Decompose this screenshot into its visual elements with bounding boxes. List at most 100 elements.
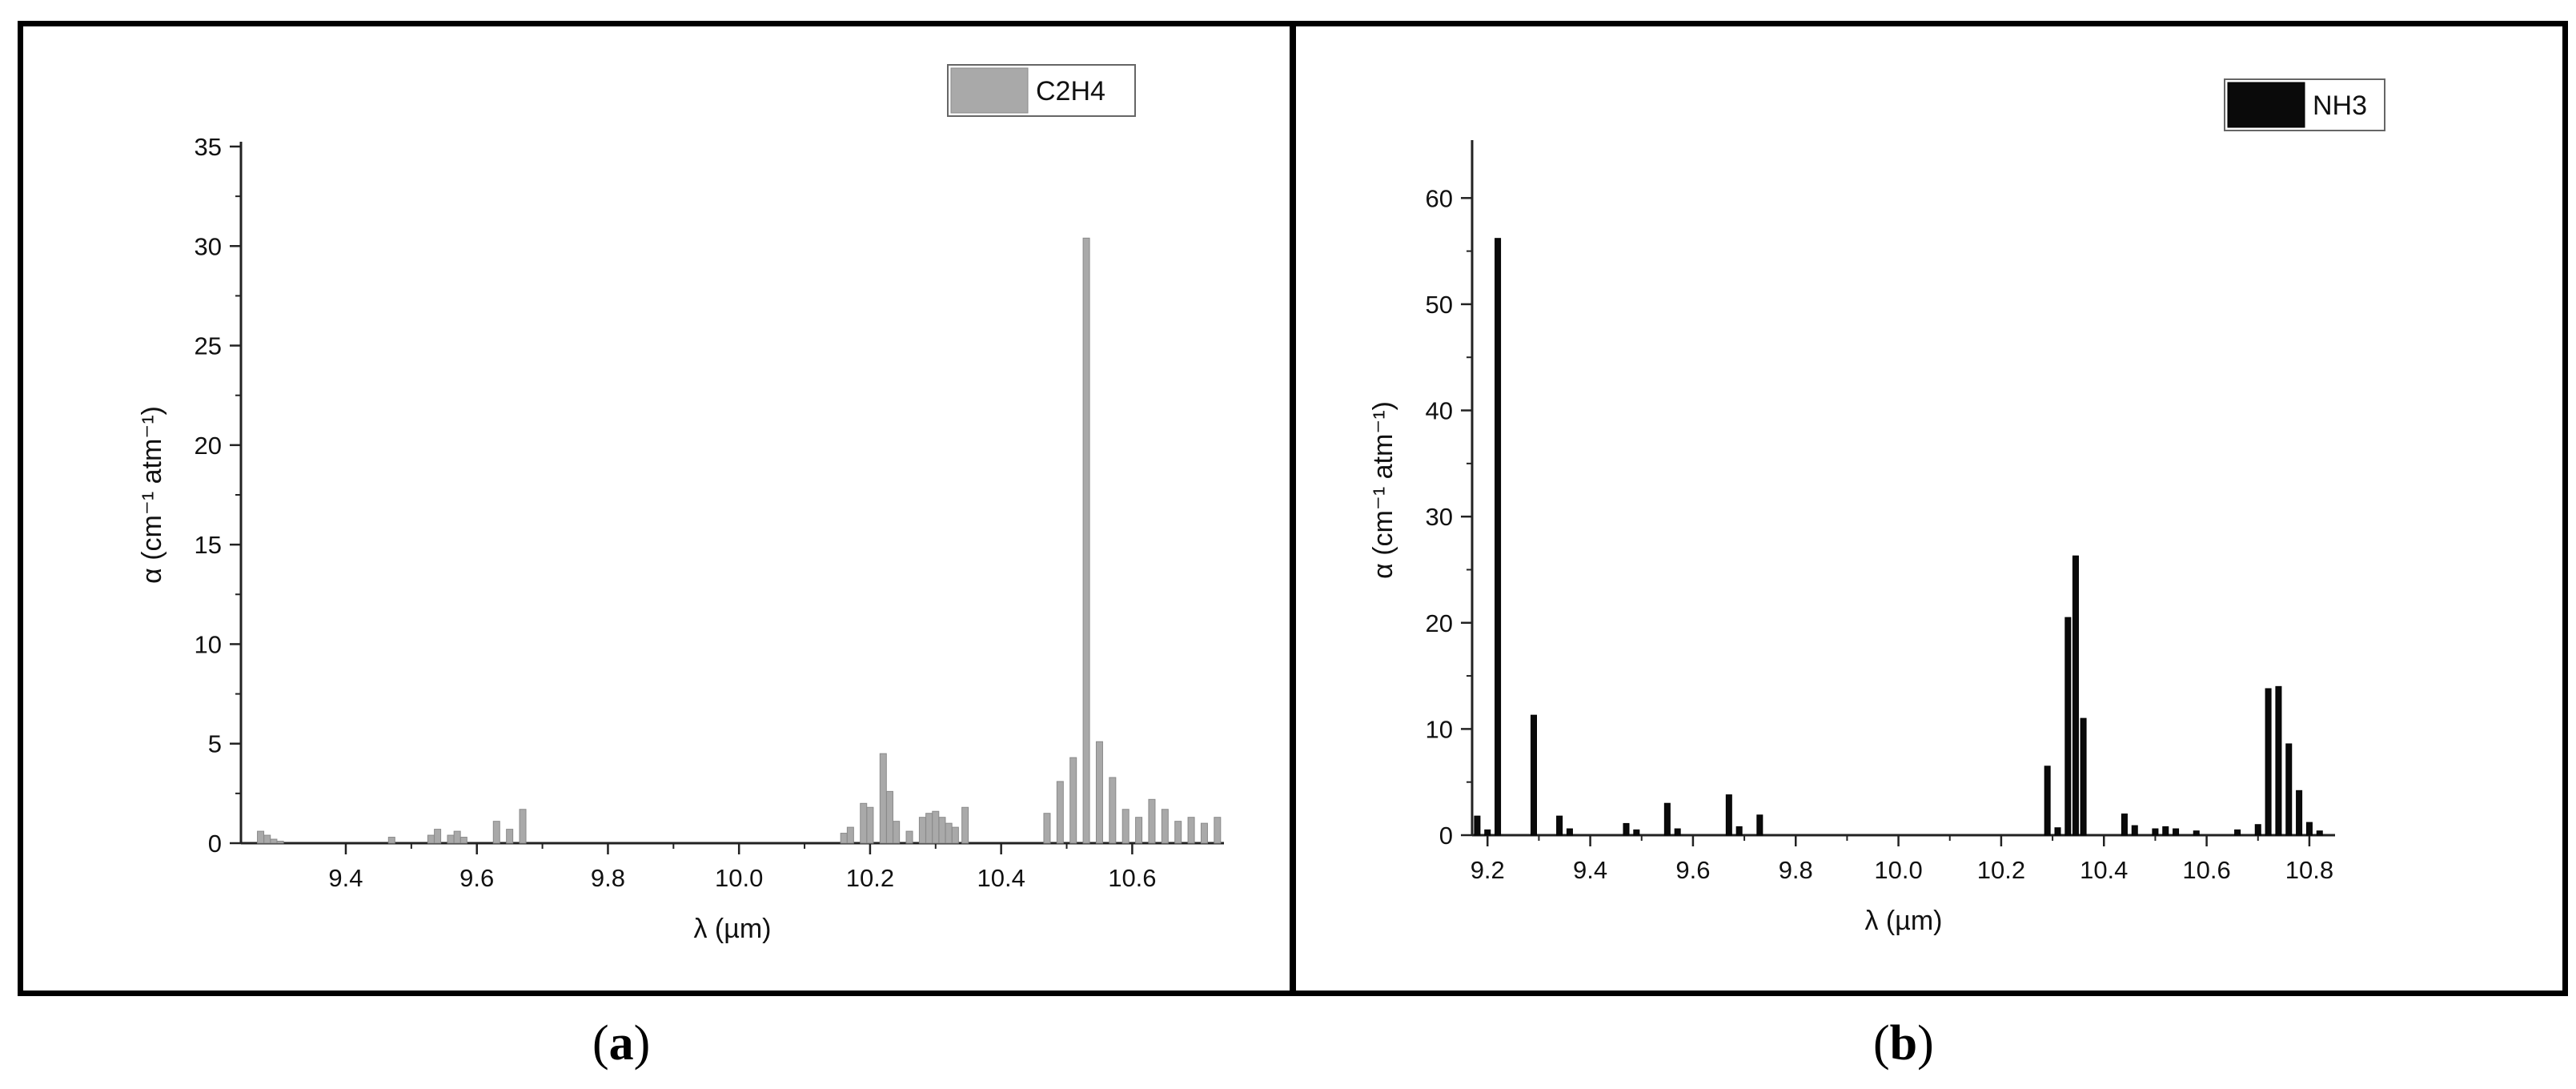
- bar: [1043, 813, 1051, 844]
- bar: [1161, 809, 1169, 844]
- bar: [1756, 814, 1763, 836]
- bar: [1735, 826, 1743, 836]
- x-tick-label: 10.2: [846, 864, 894, 892]
- bar: [1531, 714, 1537, 836]
- bar: [1082, 237, 1090, 844]
- bar: [387, 837, 395, 844]
- bar: [1623, 822, 1630, 836]
- bar: [519, 809, 527, 844]
- bar: [270, 838, 278, 844]
- y-axis-label: α (cm⁻¹ atm⁻¹): [137, 406, 167, 584]
- y-tick-label: 40: [1426, 397, 1453, 425]
- y-tick-label: 15: [195, 531, 222, 559]
- bar: [1214, 817, 1222, 844]
- y-tick-label: 20: [195, 432, 222, 460]
- y-tick-label: 0: [208, 830, 222, 858]
- bar: [1725, 794, 1732, 836]
- bar: [1556, 815, 1563, 836]
- bar: [2080, 717, 2087, 836]
- bar: [961, 806, 969, 844]
- bar: [1095, 741, 1103, 844]
- bar: [434, 829, 442, 844]
- chart-panel-b: 0 10 20 30 40 50 60 9.2 9.4 9.6 9.8 10.0 10.2 10.4 10.…: [1290, 21, 2568, 996]
- bar: [2121, 813, 2128, 836]
- y-axis-label: α (cm⁻¹ atm⁻¹): [1368, 401, 1398, 579]
- bar: [1200, 822, 1208, 844]
- bar: [1484, 829, 1491, 836]
- y-tick-label: 5: [208, 730, 222, 758]
- x-tick-label: 10.0: [1874, 856, 1922, 884]
- bar-series: [257, 237, 1222, 844]
- y-tick-label: 20: [1426, 609, 1453, 637]
- bar: [1135, 817, 1143, 844]
- bar: [2173, 828, 2180, 836]
- y-tick-label: 60: [1426, 184, 1453, 212]
- bar: [2131, 825, 2138, 836]
- bar-series: [1474, 238, 2323, 836]
- x-tick-label: 10.4: [977, 864, 1025, 892]
- legend-swatch: [2227, 82, 2305, 128]
- bar: [840, 833, 848, 844]
- bar: [263, 834, 271, 844]
- bar: [2064, 617, 2072, 836]
- bar: [860, 802, 868, 844]
- bar: [2296, 790, 2303, 836]
- bar: [1663, 802, 1671, 836]
- bar: [1148, 798, 1156, 844]
- x-tick-label: 9.2: [1471, 856, 1505, 884]
- bar: [1633, 829, 1640, 836]
- bar: [2316, 830, 2323, 836]
- bar: [925, 813, 933, 844]
- y-tick-label: 50: [1426, 291, 1453, 319]
- y-tick-label: 0: [1439, 822, 1453, 850]
- bar: [1069, 757, 1077, 844]
- chart-b: 0 10 20 30 40 50 60 9.2 9.4 9.6 9.8 10.0 10.2 10.4 10.…: [1368, 78, 2385, 936]
- bar: [932, 810, 940, 844]
- bar: [879, 753, 887, 844]
- legend-swatch: [950, 67, 1029, 114]
- x-axis-label: λ (µm): [693, 914, 771, 944]
- bar: [1566, 828, 1573, 836]
- bar: [2234, 829, 2241, 836]
- bar: [506, 829, 514, 844]
- chart-a: 0 5 10 15 20 25 30 35 9.4 9.6 9.8 10.0 10.2 10.4 10.6 λ…: [137, 64, 1224, 944]
- bar: [2254, 824, 2261, 836]
- bar: [905, 830, 913, 844]
- bar: [893, 821, 901, 844]
- bar: [2265, 688, 2272, 836]
- y-tick-label: 30: [195, 232, 222, 260]
- bar: [951, 826, 959, 844]
- bar: [1109, 777, 1117, 844]
- bar: [938, 817, 946, 844]
- bar: [1121, 809, 1130, 844]
- x-tick-label: 10.2: [1977, 856, 2025, 884]
- x-tick-label: 10.6: [1108, 864, 1156, 892]
- legend-label: NH3: [2313, 90, 2367, 121]
- bar: [257, 830, 265, 844]
- legend: C2H4: [947, 64, 1136, 117]
- y-tick-label: 10: [1426, 715, 1453, 743]
- bar: [2285, 743, 2293, 836]
- y-tick-label: 25: [195, 332, 222, 360]
- bar: [427, 834, 435, 844]
- bar: [2054, 827, 2061, 836]
- bar: [918, 817, 926, 844]
- x-tick-label: 9.4: [328, 864, 363, 892]
- bar: [2152, 828, 2159, 836]
- x-tick-label: 10.4: [2080, 856, 2128, 884]
- bar: [276, 841, 284, 844]
- x-tick-label: 9.6: [1675, 856, 1710, 884]
- y-tick-label: 10: [195, 630, 222, 658]
- bar: [945, 822, 953, 844]
- legend: NH3: [2224, 78, 2385, 131]
- bar: [885, 790, 893, 844]
- x-tick-label: 9.6: [459, 864, 494, 892]
- bar: [2162, 826, 2169, 836]
- bar: [2072, 555, 2079, 836]
- caption-a: (a): [592, 1016, 651, 1071]
- bar: [2044, 766, 2051, 836]
- chart-panel-a: 0 5 10 15 20 25 30 35 9.4 9.6 9.8 10.0 10.2 10.4 10.6 λ…: [18, 21, 1298, 996]
- x-axis-label: λ (µm): [1864, 906, 1942, 936]
- x-tick-label: 9.8: [1779, 856, 1813, 884]
- bar: [459, 837, 467, 844]
